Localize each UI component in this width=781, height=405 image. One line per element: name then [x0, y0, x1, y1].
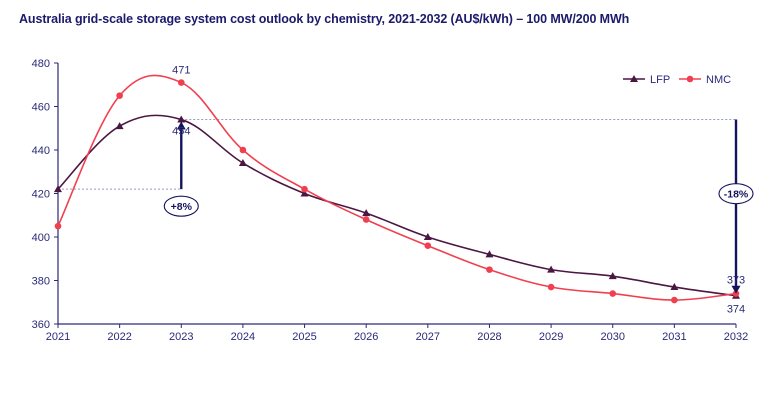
- change-badge-label: -18%: [724, 189, 749, 201]
- data-point-lfp: [54, 185, 62, 193]
- data-point-nmc: [362, 216, 370, 223]
- x-tick-label: 2025: [292, 331, 316, 343]
- data-point-lfp: [300, 189, 309, 197]
- data-point-nmc: [116, 92, 123, 99]
- legend-label-lfp: LFP: [650, 74, 670, 86]
- legend-label-nmc: NMC: [706, 74, 731, 86]
- data-point-nmc: [547, 283, 555, 291]
- data-point-nmc: [301, 185, 308, 193]
- axes: 360 380 400 420 440 460 480 2021 2022 2023 2024 202…: [32, 58, 749, 343]
- x-tick-label: 2026: [354, 331, 378, 343]
- x-tick-label: 2023: [169, 331, 193, 343]
- y-tick-label: 480: [32, 58, 50, 70]
- point-value-label: 374: [727, 304, 745, 316]
- series-line-lfp: [57, 114, 737, 297]
- change-badge-label: +8%: [171, 201, 193, 213]
- data-point-lfp: [670, 283, 679, 291]
- annotations: +8% -18% 471 454 373 374: [163, 65, 754, 316]
- legend: LFP NMC: [623, 74, 731, 86]
- change-arrow-head: [176, 121, 186, 130]
- data-point-nmc: [486, 266, 493, 273]
- series-markers: [54, 79, 740, 304]
- change-badge: [718, 183, 754, 205]
- data-point-nmc: [424, 242, 432, 249]
- point-value-label: 471: [172, 65, 190, 77]
- x-tick-label: 2022: [107, 331, 131, 343]
- y-tick-label: 440: [32, 145, 50, 157]
- data-point-nmc: [671, 296, 678, 304]
- x-tick-label: 2028: [477, 331, 501, 343]
- data-point-lfp: [238, 159, 247, 167]
- data-point-lfp: [423, 233, 432, 240]
- data-point-lfp: [362, 209, 371, 217]
- x-tick-label: 2032: [724, 331, 748, 343]
- y-tick-label: 420: [32, 189, 50, 201]
- x-tick-label: 2031: [662, 331, 686, 343]
- x-tick-label: 2024: [231, 331, 255, 343]
- y-tick-label: 380: [32, 276, 50, 288]
- chart-title: Australia grid-scale storage system cost…: [19, 12, 630, 26]
- data-point-lfp: [177, 115, 186, 123]
- y-tick-label: 360: [32, 319, 50, 331]
- data-point-lfp: [485, 250, 494, 258]
- x-tick-label: 2029: [539, 331, 563, 343]
- point-value-label: 454: [172, 126, 190, 138]
- point-value-label: 373: [727, 275, 745, 287]
- y-tick-label: 400: [32, 232, 50, 244]
- y-tick-label: 460: [32, 102, 50, 114]
- data-point-nmc: [609, 290, 617, 297]
- x-tick-label: 2021: [46, 331, 70, 343]
- legend-marker-circle-icon: [686, 75, 694, 83]
- x-tick-label: 2027: [416, 331, 440, 343]
- change-arrow-head: [731, 285, 741, 294]
- legend-marker-triangle-icon: [630, 75, 638, 82]
- x-tick-label: 2030: [600, 331, 624, 343]
- data-point-lfp: [115, 122, 124, 130]
- data-point-lfp: [608, 272, 617, 280]
- data-point-lfp: [547, 265, 556, 273]
- change-badge: [163, 195, 199, 217]
- series-lines: [57, 74, 737, 301]
- reference-lines: [58, 119, 736, 190]
- data-point-nmc: [239, 146, 247, 154]
- series-line-nmc: [57, 74, 737, 301]
- data-point-nmc: [54, 222, 62, 230]
- data-point-nmc: [177, 79, 185, 86]
